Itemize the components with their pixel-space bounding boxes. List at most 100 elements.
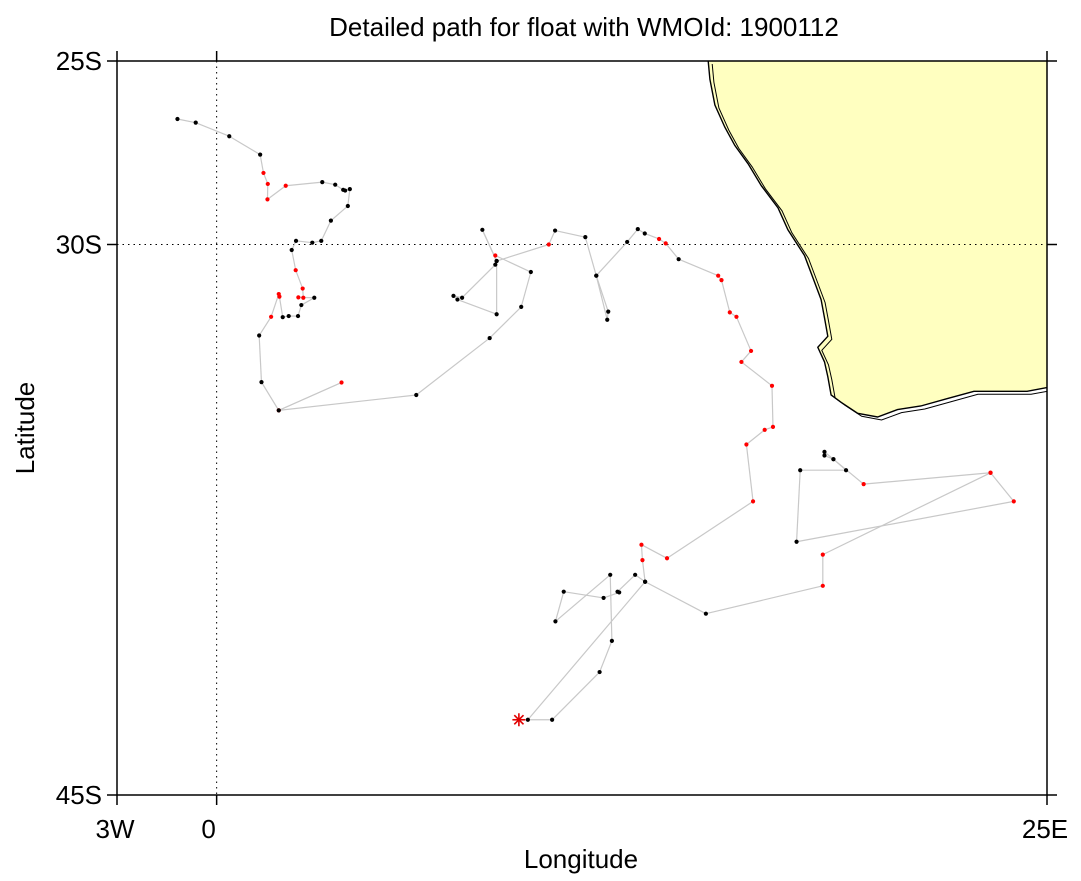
float-position: [320, 180, 325, 185]
float-position: [451, 293, 456, 298]
float-position-flagged: [820, 583, 825, 588]
track-segment: [796, 500, 1014, 543]
float-position: [676, 257, 681, 262]
float-position-flagged: [546, 242, 551, 247]
float-position-flagged: [339, 380, 344, 385]
float-position: [494, 258, 499, 264]
float-position: [583, 235, 588, 240]
float-position: [259, 380, 264, 385]
track-segment: [617, 574, 636, 593]
float-position-flagged: [727, 310, 732, 315]
float-position-flagged: [265, 181, 270, 187]
float-position: [312, 295, 317, 300]
float-position: [609, 638, 614, 643]
track-segment: [291, 249, 297, 271]
float-position-flagged: [640, 558, 645, 563]
float-position-flagged: [293, 268, 298, 273]
float-position: [831, 457, 836, 462]
y-tick-label: 30S: [56, 230, 102, 260]
track-segment: [295, 240, 313, 244]
float-position: [175, 116, 180, 122]
axis-ticks: 3W 0 25E 25S 30S 45S: [56, 46, 1068, 844]
track-segment: [285, 181, 323, 187]
float-position: [550, 717, 555, 722]
float-position: [528, 269, 533, 275]
track-segment: [258, 316, 272, 336]
track-segment: [548, 230, 556, 245]
track-segment: [554, 591, 565, 622]
float-position: [601, 595, 606, 601]
float-position: [822, 453, 827, 458]
track-segment: [551, 671, 601, 721]
float-position: [286, 313, 291, 319]
float-position-flagged: [861, 482, 866, 487]
float-position: [605, 317, 610, 322]
track-segment: [496, 243, 549, 262]
float-position-flagged: [770, 424, 776, 429]
float-position: [310, 240, 315, 245]
track-segment: [678, 258, 719, 277]
float-position-flagged: [639, 542, 644, 547]
track-segment: [735, 316, 752, 352]
float-position: [319, 238, 324, 243]
float-position: [635, 226, 640, 232]
track-segment: [665, 243, 680, 260]
track-segment: [278, 381, 342, 411]
float-position-flagged: [261, 170, 266, 176]
float-position-flagged: [664, 556, 670, 561]
float-position: [494, 312, 499, 317]
float-position-flagged: [265, 197, 270, 202]
track-segment: [641, 560, 646, 582]
float-position: [343, 188, 348, 193]
track-segment: [489, 306, 522, 339]
float-position: [295, 313, 301, 319]
float-position-flagged: [748, 348, 754, 354]
float-positions: [175, 116, 1016, 722]
float-position: [258, 152, 263, 157]
float-position: [328, 218, 333, 223]
track-segment: [320, 220, 332, 242]
track-segment: [599, 640, 613, 673]
float-position-flagged: [734, 314, 739, 319]
float-position-flagged: [744, 442, 749, 447]
track-segment: [177, 118, 196, 124]
track-segment: [644, 581, 707, 615]
float-position: [193, 120, 198, 125]
float-position: [347, 186, 352, 192]
track-segment: [745, 444, 754, 502]
float-position: [608, 572, 613, 577]
track-segment: [822, 472, 991, 556]
float-position-flagged: [283, 183, 288, 188]
track-segment: [863, 472, 991, 485]
track-segment: [644, 232, 660, 240]
float-position: [633, 572, 638, 577]
float-position: [493, 262, 498, 267]
track-segment: [833, 458, 865, 485]
float-position: [561, 589, 566, 594]
float-position: [289, 247, 294, 253]
track-segment: [330, 205, 349, 222]
float-position: [594, 273, 599, 278]
float-position: [606, 309, 611, 314]
coastline-outer: [711, 63, 1047, 421]
track-segment: [295, 269, 304, 289]
track-segment: [259, 154, 265, 174]
track-segment: [527, 581, 646, 721]
float-position: [625, 239, 630, 245]
float-position: [459, 295, 465, 300]
float-position: [487, 335, 492, 341]
float-position-flagged: [988, 470, 993, 475]
float-position: [227, 134, 232, 139]
track-segment: [626, 228, 639, 243]
track-segment: [457, 298, 497, 315]
track-segment: [584, 236, 597, 276]
track-segment: [520, 271, 532, 308]
float-position: [552, 228, 558, 233]
track-segment: [260, 381, 280, 411]
start-marker-layer: [512, 713, 526, 727]
track-segment: [666, 500, 754, 559]
float-position: [703, 611, 708, 616]
float-position: [798, 468, 803, 473]
float-position: [480, 227, 485, 232]
